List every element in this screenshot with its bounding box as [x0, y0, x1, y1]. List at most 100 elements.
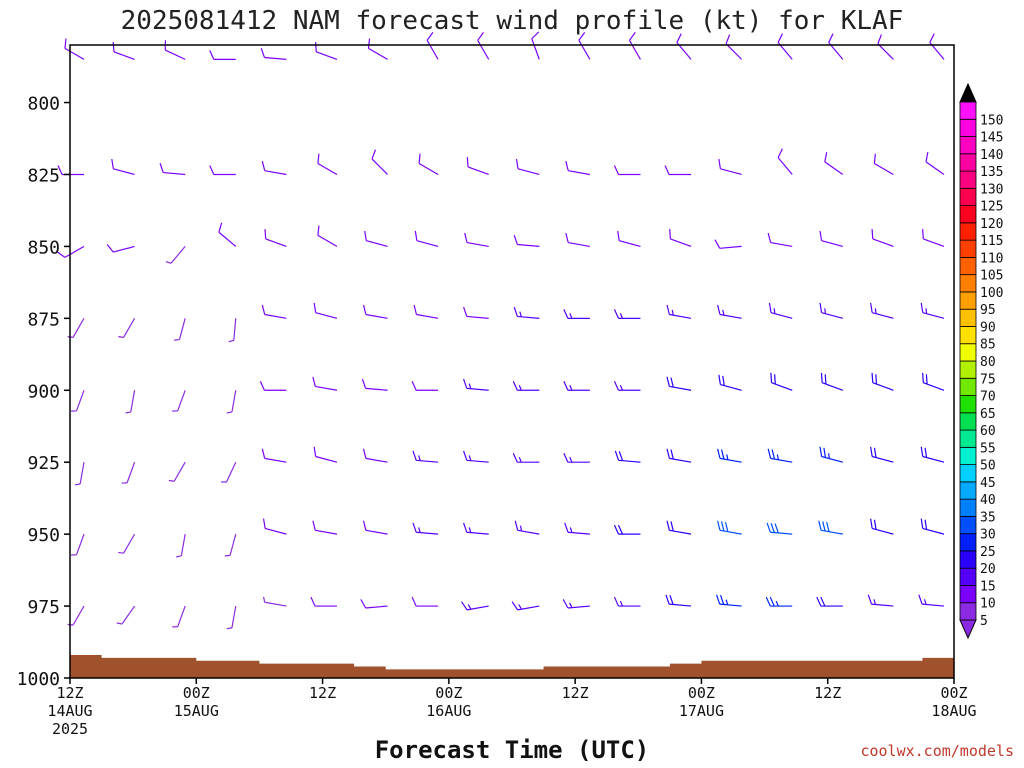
barb-flag: [666, 448, 670, 459]
y-tick-label: 900: [27, 381, 60, 402]
wind-barb: [261, 304, 287, 319]
barb-flag: [412, 522, 417, 533]
barb-flag: [464, 232, 468, 243]
y-tick-label: 825: [27, 165, 60, 186]
wind-barb: [765, 596, 793, 607]
barb-flag: [418, 153, 421, 164]
barb-staff: [315, 385, 338, 391]
colorbar-label: 150: [980, 113, 1003, 128]
barb-staff: [872, 527, 894, 535]
wind-barb: [64, 38, 85, 60]
barb-half-flag: [671, 309, 674, 316]
colorbar-label: 70: [980, 390, 996, 405]
y-tick-label: 975: [27, 597, 60, 618]
barb-flag: [463, 306, 468, 317]
barb-staff: [79, 462, 85, 484]
barb-staff: [75, 390, 85, 412]
barb-half-flag: [224, 554, 231, 557]
wind-barb: [174, 318, 186, 341]
wind-barb: [168, 461, 186, 482]
wind-barb: [613, 596, 641, 607]
barb-half-flag: [874, 308, 877, 314]
barb-flag: [613, 524, 620, 535]
barb-flag: [312, 376, 316, 387]
barb-flag: [819, 302, 823, 313]
colorbar-low-extend: [959, 619, 977, 640]
colorbar-swatch: [959, 567, 977, 586]
x-tick-label: 12Z: [309, 684, 336, 702]
wind-barb: [777, 33, 793, 60]
barb-flag: [411, 381, 417, 391]
barb-staff: [365, 605, 388, 609]
wind-barb: [463, 450, 489, 463]
barb-staff: [466, 459, 489, 463]
wind-barb: [118, 318, 136, 338]
barb-flag: [769, 596, 775, 607]
wind-barb: [260, 47, 287, 60]
x-tick-label: 00Z: [183, 684, 210, 702]
barb-staff: [180, 534, 186, 556]
barb-staff: [416, 313, 439, 319]
barb-staff: [725, 43, 743, 60]
barb-flag: [666, 304, 670, 315]
y-tick-label: 850: [27, 237, 60, 258]
wind-barb: [71, 533, 85, 556]
wind-barb: [666, 520, 692, 535]
barb-half-flag: [722, 309, 725, 316]
barb-flag: [771, 449, 776, 460]
barb-staff: [418, 162, 439, 175]
barb-flag: [820, 596, 826, 607]
x-tick-label: 12Z: [56, 684, 83, 702]
colorbar-label: 80: [980, 355, 996, 370]
wind-barb: [172, 390, 186, 412]
y-axis: 800 825 850 875 900 925 950 975 1000: [17, 94, 70, 690]
barb-flag: [512, 452, 518, 463]
barb-staff: [619, 240, 641, 247]
x-tick-label: 12Z: [562, 684, 589, 702]
wind-barb: [828, 33, 844, 60]
barb-flag: [873, 153, 876, 164]
barb-flag: [871, 229, 874, 239]
barb-staff: [669, 529, 692, 535]
wind-barb: [159, 163, 186, 176]
wind-barb: [531, 31, 540, 60]
wind-barb: [511, 601, 540, 611]
colorbar-swatch: [959, 118, 977, 137]
colorbar-swatch: [959, 360, 977, 379]
barb-staff: [824, 161, 844, 175]
colorbar-label: 130: [980, 182, 1003, 197]
colorbar-swatch: [959, 187, 977, 206]
colorbar-swatch: [959, 602, 977, 621]
barb-staff: [719, 529, 742, 535]
barb-staff: [264, 170, 287, 176]
colorbar-swatch: [959, 533, 977, 552]
barb-staff: [922, 312, 945, 319]
site-credit[interactable]: coolwx.com/models: [860, 742, 1014, 760]
wind-barb: [226, 390, 237, 414]
barb-staff: [123, 318, 136, 338]
wind-barb: [717, 520, 742, 535]
barb-flag: [715, 594, 721, 605]
barb-staff: [871, 603, 894, 607]
x-tick-label: 00Z: [940, 684, 967, 702]
colorbar-swatch: [959, 274, 977, 293]
x-tick-date-label: 16AUG: [426, 702, 471, 720]
wind-barb: [111, 158, 135, 176]
wind-barb: [209, 50, 236, 60]
wind-barb: [412, 522, 439, 535]
barb-staff: [416, 459, 439, 463]
wind-barb: [565, 160, 590, 176]
barb-staff: [669, 313, 692, 319]
barb-staff: [315, 455, 338, 463]
barb-flag: [317, 225, 320, 236]
barb-staff: [670, 238, 692, 247]
wind-barb: [562, 599, 590, 609]
barb-flag: [925, 374, 928, 385]
x-tick-label: 00Z: [435, 684, 462, 702]
barb-flag: [719, 594, 725, 605]
barb-flag: [362, 304, 367, 315]
colorbar-swatch: [959, 205, 977, 224]
colorbar-label: 110: [980, 251, 1003, 266]
barb-staff: [264, 527, 287, 535]
